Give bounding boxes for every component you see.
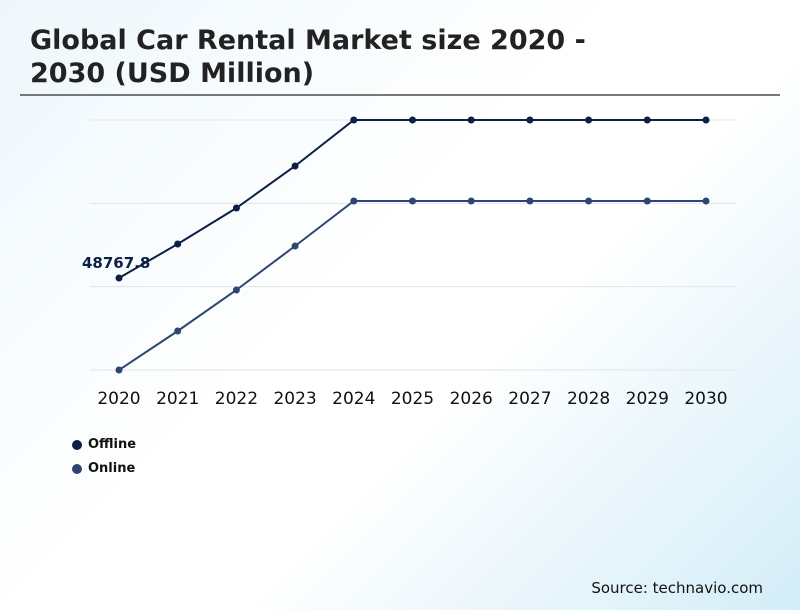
data-point-offline [291, 162, 299, 170]
title-divider [20, 94, 780, 96]
data-point-offline [467, 116, 475, 124]
data-label: 48767.8 [82, 254, 150, 272]
data-point-offline [702, 116, 710, 124]
data-point-offline [526, 116, 534, 124]
data-point-offline [232, 204, 240, 212]
data-point-online [232, 286, 240, 294]
data-point-online [526, 197, 534, 205]
legend-label: Online [88, 461, 136, 476]
x-tick-label: 2027 [508, 389, 551, 409]
legend-marker-icon [72, 463, 82, 474]
source-note: Source: technavio.com [591, 579, 763, 597]
data-point-offline [585, 116, 593, 124]
legend-label: Offline [88, 437, 137, 452]
x-tick-label: 2028 [567, 389, 610, 409]
data-point-online [350, 197, 358, 205]
data-point-online [174, 327, 182, 335]
data-point-online [291, 242, 299, 250]
x-tick-label: 2030 [684, 389, 727, 409]
data-point-online [467, 197, 475, 205]
legend-item-offline: Offline [72, 437, 136, 452]
data-point-online [643, 197, 651, 205]
legend-item-online: Online [72, 461, 135, 476]
x-tick-label: 2023 [273, 389, 316, 409]
x-tick-label: 2021 [156, 389, 199, 409]
x-tick-label: 2022 [215, 389, 258, 409]
data-point-online [702, 197, 710, 205]
legend-marker-icon [72, 439, 82, 450]
data-point-offline [115, 274, 123, 282]
data-point-offline [174, 240, 182, 248]
x-tick-label: 2025 [391, 389, 434, 409]
data-point-online [409, 197, 416, 205]
data-point-offline [643, 116, 651, 124]
data-point-online [585, 197, 593, 205]
x-tick-label: 2020 [97, 389, 140, 409]
data-point-online [115, 366, 123, 374]
x-tick-label: 2026 [450, 389, 493, 409]
x-tick-label: 2029 [626, 389, 669, 409]
chart-title: Global Car Rental Market size 2020 - 203… [30, 25, 586, 89]
line-chart: 2020 2021 2022 2023 2024 2025 2026 2027 2028 2029… [82, 116, 736, 409]
data-point-offline [350, 116, 358, 124]
x-tick-label: 2024 [332, 389, 375, 409]
data-point-offline [409, 116, 416, 124]
